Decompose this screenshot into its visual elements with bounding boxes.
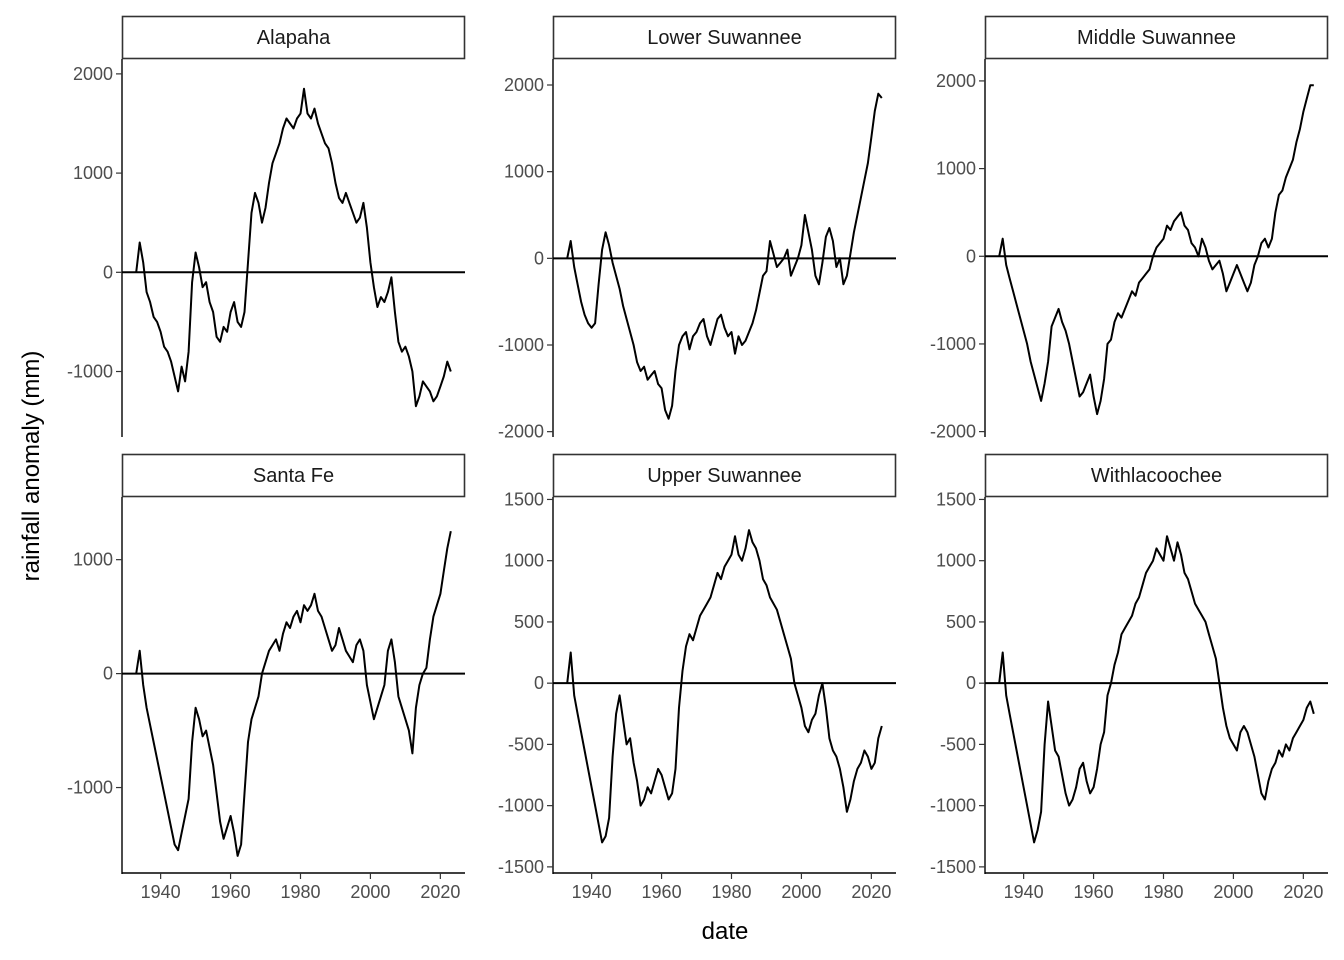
panel-upper-suwannee: Upper Suwannee 1940 1960 1980 2000 2020 -1500 -…	[498, 453, 897, 902]
y-axis-title: rainfall anomaly (mm)	[18, 351, 45, 582]
x-tick-label: 1960	[642, 882, 682, 902]
panel-strip	[552, 453, 897, 498]
x-tick-label: 2020	[851, 882, 891, 902]
panels-layer: Alapaha -1000 0 1000 2000 Lower Suwannee -2000…	[67, 15, 1329, 902]
y-tick-label: -1000	[498, 796, 544, 816]
y-tick-label: 2000	[936, 71, 976, 91]
y-tick-label: 1500	[504, 489, 544, 509]
y-tick-label: -1000	[498, 335, 544, 355]
x-tick-label: 1960	[1074, 882, 1114, 902]
series-line-santa-fe	[135, 530, 452, 857]
y-tick-label: 2000	[73, 64, 113, 84]
panel-title: Withlacoochee	[1091, 465, 1222, 487]
panel-title: Middle Suwannee	[1077, 27, 1236, 49]
y-tick-label: 500	[946, 612, 976, 632]
series-line-upper-suwannee	[566, 529, 883, 844]
panel-alapaha: Alapaha -1000 0 1000 2000	[67, 15, 466, 437]
panel-title: Lower Suwannee	[647, 27, 802, 49]
y-tick-label: 1000	[73, 163, 113, 183]
y-tick-label: 1000	[504, 551, 544, 571]
x-tick-label: 2000	[781, 882, 821, 902]
y-tick-label: -1000	[930, 796, 976, 816]
panel-strip	[121, 453, 466, 498]
panel-title: Upper Suwannee	[647, 465, 802, 487]
y-tick-label: 1000	[73, 550, 113, 570]
series-line-alapaha	[135, 87, 452, 408]
y-tick-label: 500	[514, 612, 544, 632]
y-tick-label: 0	[966, 246, 976, 266]
x-axis-title: date	[702, 918, 749, 945]
y-tick-label: -1000	[67, 778, 113, 798]
y-tick-label: 0	[103, 262, 113, 282]
y-tick-label: -2000	[930, 422, 976, 442]
panel-santa-fe: Santa Fe 1940 1960 1980 2000 2020 -1000 0 1000	[67, 453, 466, 902]
y-tick-label: 0	[966, 673, 976, 693]
y-tick-label: -2000	[498, 422, 544, 442]
panel-title: Santa Fe	[253, 465, 334, 487]
y-tick-label: 2000	[504, 75, 544, 95]
x-tick-label: 1940	[1004, 882, 1044, 902]
y-tick-label: 0	[103, 664, 113, 684]
y-tick-label: -1000	[67, 362, 113, 382]
panel-middle-suwannee: Middle Suwannee -2000 -1000 0 1000 2000	[930, 15, 1329, 442]
y-tick-label: 1000	[936, 551, 976, 571]
x-tick-label: 1980	[280, 882, 320, 902]
x-tick-label: 1980	[711, 882, 751, 902]
x-tick-label: 2020	[420, 882, 460, 902]
series-line-lower-suwannee	[566, 92, 883, 420]
y-tick-label: -1000	[930, 334, 976, 354]
x-tick-label: 1940	[141, 882, 181, 902]
y-tick-label: -1500	[498, 857, 544, 877]
panel-lower-suwannee: Lower Suwannee -2000 -1000 0 1000 2000	[498, 15, 897, 442]
y-tick-label: -500	[940, 734, 976, 754]
y-tick-label: 0	[534, 673, 544, 693]
x-tick-label: 2000	[350, 882, 390, 902]
y-tick-label: 1000	[504, 162, 544, 182]
x-tick-label: 2000	[1213, 882, 1253, 902]
y-tick-label: -500	[508, 734, 544, 754]
x-tick-label: 2020	[1283, 882, 1323, 902]
x-tick-label: 1980	[1143, 882, 1183, 902]
y-tick-label: -1500	[930, 857, 976, 877]
y-tick-label: 1000	[936, 159, 976, 179]
panel-strip	[984, 453, 1329, 498]
series-line-withlacoochee	[998, 535, 1315, 844]
panel-strip	[552, 15, 897, 60]
panel-withlacoochee: Withlacoochee 1940 1960 1980 2000 2020 -1500 -1…	[930, 453, 1329, 902]
x-tick-label: 1960	[211, 882, 251, 902]
panel-strip	[121, 15, 466, 60]
y-tick-label: 1500	[936, 489, 976, 509]
panel-title: Alapaha	[257, 27, 331, 49]
panel-strip	[984, 15, 1329, 60]
x-tick-label: 1940	[572, 882, 612, 902]
y-tick-label: 0	[534, 248, 544, 268]
series-line-middle-suwannee	[998, 84, 1314, 416]
